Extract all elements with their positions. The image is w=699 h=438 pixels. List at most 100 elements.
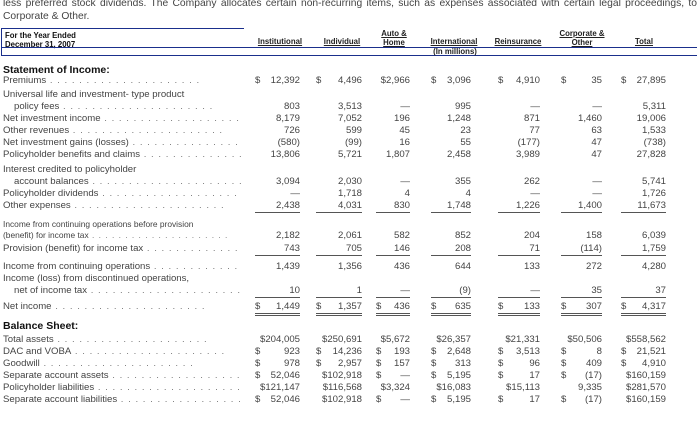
currency-sign: $ [431, 358, 437, 369]
cell-other-rev-col4: 77 [529, 125, 540, 136]
double-underline-rule [561, 315, 602, 316]
cell-ph-liab-col4: $15,113 [506, 382, 540, 393]
cell-dividends-col3: 4 [465, 188, 471, 199]
cell-inc-cont-col6: 4,280 [641, 261, 666, 272]
underline-rule [498, 212, 540, 213]
cell-sep-liab-col4: 17 [529, 394, 540, 405]
double-underline-rule [376, 315, 410, 316]
double-underline-rule [498, 315, 540, 316]
cell-interest-2-col4: 262 [523, 176, 540, 187]
cell-total-assets-col6: $558,562 [625, 334, 666, 345]
currency-sign: $ [498, 301, 504, 312]
row-label-other-exp: Other expenses . . . . . . . . . . . . .… [3, 200, 225, 211]
row-label-interest-1: Interest credited to policyholder [3, 164, 137, 175]
currency-sign: $ [431, 301, 437, 312]
cell-premiums-col5: 35 [591, 75, 602, 86]
currency-sign: $ [316, 75, 322, 86]
cell-other-exp-col3: 1,748 [446, 200, 471, 211]
currency-sign: $ [621, 75, 627, 86]
cell-nii-col6: 19,006 [636, 113, 666, 124]
cell-total-assets-col1: $250,691 [321, 334, 362, 345]
cell-dividends-col4: — [530, 188, 540, 199]
cell-interest-2-col2: — [400, 176, 410, 187]
underline-rule [498, 255, 540, 256]
cell-tax-col6: 1,759 [641, 243, 666, 254]
cell-dac-col5: 8 [596, 346, 602, 357]
cell-nii-col0: 8,179 [275, 113, 300, 124]
row-label-sep-assets: Separate account assets . . . . . . . . … [3, 370, 241, 381]
cell-inv-gains-col2: 16 [399, 137, 410, 148]
row-label-inc-cont-1: Income from continuing operations before… [3, 219, 194, 229]
underline-rule [255, 297, 300, 298]
header-bottom-rule [244, 55, 697, 56]
currency-sign: $ [316, 301, 322, 312]
cell-goodwill-col4: 96 [529, 358, 540, 369]
cell-ph-liab-col2: $3,324 [380, 382, 410, 393]
cell-interest-2-col0: 3,094 [275, 176, 300, 187]
cell-ph-liab-col6: $281,570 [625, 382, 666, 393]
cell-dac-col2: 193 [393, 346, 410, 357]
cell-inv-gains-col6: (738) [643, 137, 666, 148]
section-balance-sheet: Balance Sheet: [3, 320, 79, 332]
cell-interest-2-col3: 355 [454, 176, 471, 187]
cell-benefits-col1: 5,721 [337, 149, 362, 160]
currency-sign: $ [621, 301, 627, 312]
cell-inc-cont-col1: 1,356 [337, 261, 362, 272]
cell-ph-liab-col5: 9,335 [577, 382, 602, 393]
cell-sep-liab-col1: $102,918 [321, 394, 362, 405]
cell-inv-gains-col1: (99) [344, 137, 362, 148]
underline-rule [431, 212, 471, 213]
cell-net-income-col6: 4,317 [641, 301, 666, 312]
currency-sign: $ [255, 370, 261, 381]
cell-dac-col4: 3,513 [515, 346, 540, 357]
underline-rule [316, 313, 362, 314]
cell-total-assets-col3: $26,357 [436, 334, 471, 345]
cell-disc-2-col5: 35 [591, 285, 602, 296]
cell-other-rev-col1: 599 [345, 125, 362, 136]
cell-net-income-col1: 1,357 [337, 301, 362, 312]
cell-sep-assets-col0: 52,046 [270, 370, 300, 381]
cell-inc-cont-2-col2: 582 [393, 230, 410, 241]
row-label-goodwill: Goodwill . . . . . . . . . . . . . . . .… [3, 358, 194, 369]
cell-nii-col4: 871 [523, 113, 540, 124]
cell-nii-col2: 196 [393, 113, 410, 124]
double-underline-rule [316, 315, 362, 316]
cell-net-income-col0: 1,449 [275, 301, 300, 312]
cell-premiums-col0: 12,392 [270, 75, 300, 86]
cell-dac-col3: 2,648 [446, 346, 471, 357]
underline-rule [561, 212, 602, 213]
cell-premiums-col4: 4,910 [515, 75, 540, 86]
currency-sign: $ [561, 358, 567, 369]
underline-rule [621, 313, 666, 314]
row-label-other-rev: Other revenues . . . . . . . . . . . . .… [3, 125, 224, 136]
cell-inc-cont-2-col0: 2,182 [275, 230, 300, 241]
underline-rule [431, 255, 471, 256]
cell-tax-col1: 705 [345, 243, 362, 254]
cell-premiums-col2: $2,966 [380, 75, 410, 86]
cell-inc-cont-col0: 1,439 [275, 261, 300, 272]
cell-other-exp-col5: 1,400 [577, 200, 602, 211]
header-rule [1, 47, 697, 48]
underline-rule [561, 313, 602, 314]
period-line-1: For the Year Ended [5, 31, 76, 40]
cell-other-rev-col3: 23 [460, 125, 471, 136]
cell-ph-liab-col0: $121,147 [259, 382, 300, 393]
cell-inc-cont-col4: 133 [523, 261, 540, 272]
cell-goodwill-col1: 2,957 [337, 358, 362, 369]
cell-disc-2-col3: (9) [459, 285, 471, 296]
row-label-ul-fees-2: policy fees . . . . . . . . . . . . . . … [14, 101, 214, 112]
cell-ul-fees-2-col1: 3,513 [337, 101, 362, 112]
cell-other-rev-col0: 726 [283, 125, 300, 136]
cell-sep-liab-col6: $160,159 [625, 394, 666, 405]
cell-goodwill-col0: 978 [283, 358, 300, 369]
underline-rule [621, 297, 666, 298]
row-label-sep-liab: Separate account liabilities . . . . . .… [3, 394, 241, 405]
currency-sign: $ [255, 358, 261, 369]
cell-disc-2-col0: 10 [289, 285, 300, 296]
currency-sign: $ [431, 346, 437, 357]
currency-sign: $ [255, 75, 261, 86]
cell-sep-assets-col4: 17 [529, 370, 540, 381]
cell-dividends-col6: 1,726 [641, 188, 666, 199]
currency-sign: $ [376, 301, 382, 312]
currency-sign: $ [376, 394, 382, 405]
